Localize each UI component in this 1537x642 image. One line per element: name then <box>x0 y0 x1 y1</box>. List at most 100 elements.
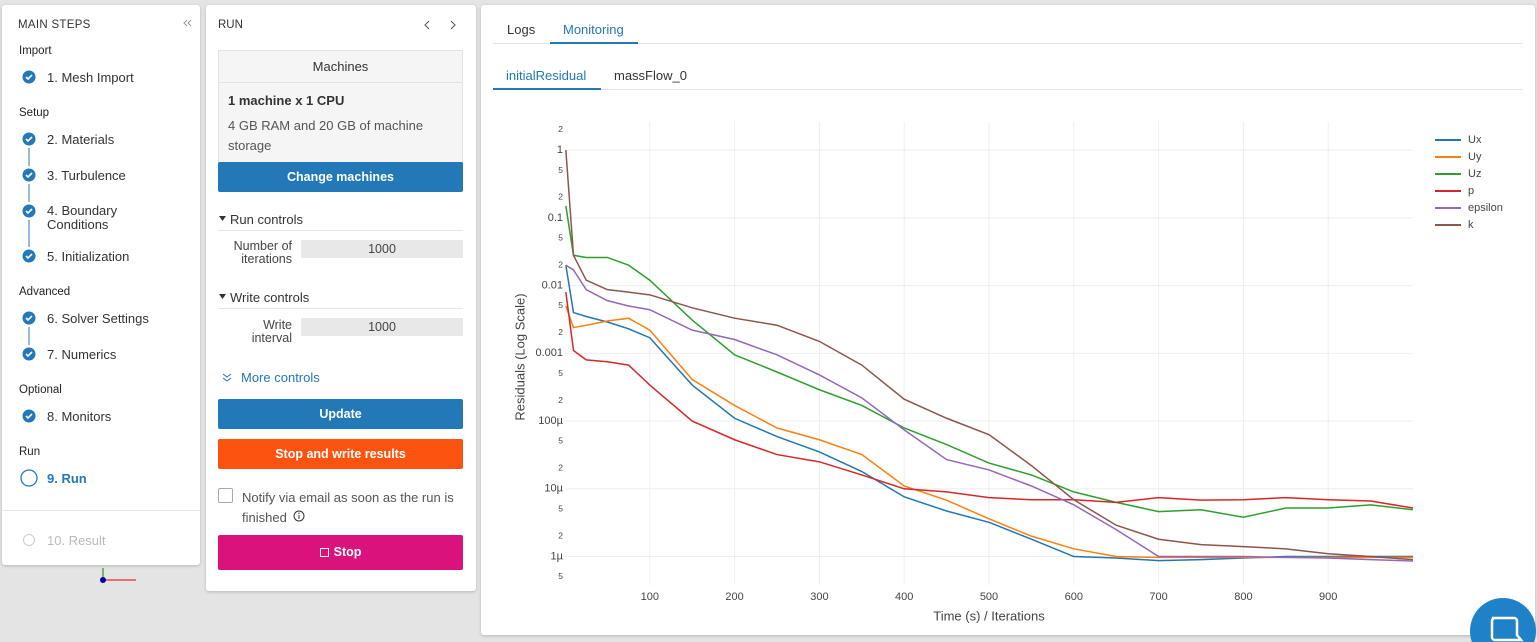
chart: Residuals (Log Scale) Time (s) / Iterati… <box>512 122 1503 623</box>
caret <box>219 294 226 299</box>
info-icon[interactable] <box>293 510 305 522</box>
tab-active[interactable]: Monitoring <box>563 22 624 37</box>
stop-label: Stop <box>333 545 362 559</box>
section-title[interactable]: Run controls <box>230 212 303 227</box>
machines-header: Machines <box>312 59 369 74</box>
step[interactable]: 8. Monitors <box>47 409 112 424</box>
panel-title: RUN <box>218 19 243 31</box>
legend-label: Uy <box>1468 151 1482 163</box>
y-tick-label: 2 <box>558 395 563 405</box>
y-tick-label: 0.01 <box>542 279 563 291</box>
section-title[interactable]: Write controls <box>230 290 310 305</box>
y-tick-label: 1 <box>557 144 563 156</box>
write-interval-input[interactable]: 1000 <box>301 318 463 336</box>
x-tick-label: 300 <box>810 591 828 603</box>
group-label: Import <box>19 45 52 57</box>
tab-divider <box>493 43 1522 44</box>
step-active[interactable]: 9. Run <box>47 471 87 486</box>
x-tick-label: 800 <box>1234 591 1252 603</box>
group-label: Optional <box>19 384 62 396</box>
legend-label: Ux <box>1468 134 1482 146</box>
y-tick-label: 5 <box>558 436 563 446</box>
series-line <box>565 292 1414 509</box>
collapse-icon[interactable] <box>182 18 192 28</box>
step[interactable]: 2. Materials <box>47 132 115 147</box>
machines-box <box>218 50 463 163</box>
y-tick-label: 100µ <box>538 415 563 427</box>
x-tick-label: 700 <box>1149 591 1167 603</box>
subtab-active[interactable]: initialResidual <box>506 68 587 83</box>
legend-label: Uz <box>1468 168 1481 180</box>
caret <box>219 216 226 221</box>
group-label: Setup <box>19 107 50 119</box>
subtab[interactable]: massFlow_0 <box>614 68 687 83</box>
x-tick-label: 900 <box>1319 591 1337 603</box>
update-button[interactable]: Update <box>218 399 463 429</box>
step-icons <box>20 70 38 546</box>
legend-label: epsilon <box>1468 202 1503 214</box>
sidebar-title: MAIN STEPS <box>18 19 91 31</box>
y-tick-label: 2 <box>558 530 563 540</box>
y-tick-label: 2 <box>558 124 563 134</box>
y-tick-label: 5 <box>558 232 563 242</box>
divider <box>219 82 462 83</box>
more-controls-link[interactable]: More controls <box>241 370 320 385</box>
notify-checkbox[interactable] <box>218 488 233 503</box>
subtab-underline <box>493 88 601 90</box>
machine-desc: 4 GB RAM and 20 GB of machine storage <box>228 118 424 153</box>
y-tick-label: 0.001 <box>535 347 563 359</box>
subtab-divider <box>493 89 1522 90</box>
divider <box>218 308 463 309</box>
legend-label: k <box>1468 219 1474 231</box>
divider <box>218 230 463 231</box>
y-tick-label: 1µ <box>551 550 564 562</box>
axes-glyph <box>100 568 136 583</box>
nav-arrows[interactable] <box>422 19 458 31</box>
x-tick-label: 100 <box>641 591 659 603</box>
stop-icon <box>319 548 329 557</box>
sidebar <box>2 5 200 565</box>
tab[interactable]: Logs <box>507 22 536 37</box>
series-line <box>565 264 1414 562</box>
series-line <box>565 150 1414 561</box>
stop-write-button[interactable]: Stop and write results <box>218 439 463 469</box>
y-axis-title: Residuals (Log Scale) <box>512 293 527 420</box>
field-label: Number of iterations <box>233 239 292 266</box>
y-tick-label: 2 <box>558 192 563 202</box>
x-tick-label: 500 <box>980 591 998 603</box>
group-label: Advanced <box>19 286 71 298</box>
tab-underline <box>550 42 638 44</box>
step[interactable]: 3. Turbulence <box>47 168 126 183</box>
legend-label: p <box>1468 185 1474 197</box>
y-tick-label: 5 <box>558 368 563 378</box>
y-tick-label: 5 <box>558 300 563 310</box>
change-machines-button[interactable]: Change machines <box>218 162 463 192</box>
step[interactable]: 5. Initialization <box>47 249 130 264</box>
iterations-input[interactable]: 1000 <box>301 240 463 258</box>
y-tick-label: 5 <box>558 571 563 581</box>
x-tick-label: 400 <box>895 591 913 603</box>
divider <box>2 510 200 511</box>
step[interactable]: 1. Mesh Import <box>47 70 134 85</box>
info-icon <box>23 534 35 546</box>
x-tick-label: 600 <box>1065 591 1083 603</box>
machine-name: 1 machine x 1 CPU <box>228 93 345 108</box>
group-label: Run <box>19 446 41 458</box>
stop-button[interactable]: Stop <box>218 535 463 570</box>
chat-button[interactable] <box>1470 598 1537 642</box>
x-axis-title: Time (s) / Iterations <box>933 608 1045 623</box>
field-label: Write interval <box>251 318 292 345</box>
y-tick-label: 10µ <box>544 483 563 495</box>
step[interactable]: 6. Solver Settings <box>47 311 149 326</box>
notify-text: Notify via email as soon as the run is f… <box>242 490 454 525</box>
expand-icon <box>222 373 232 382</box>
step[interactable]: 4. Boundary Conditions <box>47 203 118 232</box>
run-icon <box>20 469 38 487</box>
series-line <box>565 205 1414 519</box>
y-tick-label: 0.1 <box>548 212 563 224</box>
step[interactable]: 7. Numerics <box>47 347 117 362</box>
y-tick-label: 5 <box>558 165 563 175</box>
y-tick-label: 2 <box>558 259 563 269</box>
step-disabled: 10. Result <box>47 533 106 548</box>
